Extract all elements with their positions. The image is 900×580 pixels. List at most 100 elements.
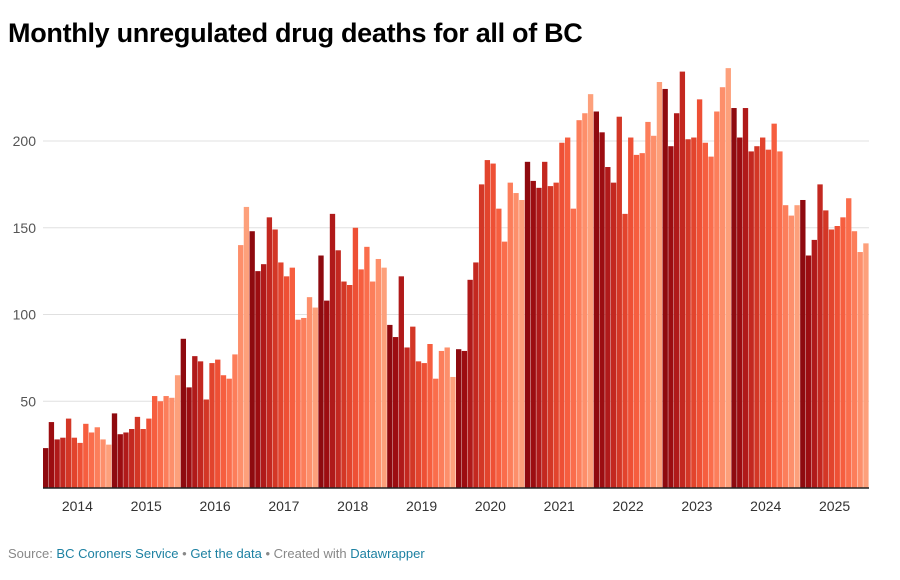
bar-2019-11 [444,347,450,488]
bar-2020-11 [513,193,519,489]
bar-2021-1 [524,161,531,488]
bar-2025-9 [846,198,852,488]
bar-2024-11 [788,215,795,488]
bar-2015-6 [140,429,146,488]
bar-2017-1 [249,231,255,488]
bar-2021-11 [582,113,588,489]
bar-2022-12 [656,82,663,488]
bar-2017-11 [306,297,313,488]
bar-2022-3 [605,167,611,488]
bar-2020-5 [478,184,485,489]
bar-2019-6 [415,361,422,489]
bar-2025-4 [817,184,823,489]
chart-title: Monthly unregulated drug deaths for all … [8,18,583,48]
get-data-link[interactable]: Get the data [190,546,262,561]
bar-2014-1 [43,448,49,489]
x-tick-label: 2014 [62,498,93,514]
bar-2017-2 [255,271,261,489]
bar-2025-8 [840,217,846,488]
bar-2024-8 [771,123,777,489]
x-tick-label: 2025 [819,498,850,514]
bar-2017-4 [266,217,273,488]
bar-2019-5 [410,326,416,488]
bar-2021-7 [559,142,565,489]
x-tick-label: 2015 [131,498,162,514]
bar-2023-11 [719,87,726,489]
bar-2015-1 [111,413,118,488]
x-tick-label: 2020 [475,498,506,514]
bar-2025-3 [811,239,817,488]
bar-2020-12 [519,199,525,489]
bar-2025-7 [834,226,840,488]
bar-2023-3 [673,113,680,489]
bar-2014-11 [100,439,106,488]
bar-2022-8 [633,154,640,488]
bar-2024-4 [748,151,754,488]
bar-2014-5 [65,418,72,488]
bar-2020-6 [484,160,491,488]
bar-2022-1 [593,111,600,488]
bar-2015-12 [174,375,181,489]
bar-2020-2 [461,350,468,488]
datawrapper-link[interactable]: Datawrapper [350,546,425,561]
bar-2018-8 [358,269,364,488]
x-tick-label: 2023 [681,498,712,514]
bar-2025-6 [828,229,835,489]
bar-2022-6 [622,213,628,488]
bar-2024-1 [731,108,737,488]
bar-2018-12 [381,267,387,488]
bar-2021-12 [587,94,594,489]
x-tick-label: 2019 [406,498,437,514]
bar-2022-11 [651,135,657,489]
bar-2016-1 [180,338,187,488]
bar-2018-9 [364,246,370,488]
bar-2025-12 [863,243,869,488]
bar-2015-5 [134,416,141,489]
bar-2023-5 [685,139,691,488]
bar-2023-1 [662,88,668,488]
bar-2017-9 [295,319,301,488]
bar-2015-9 [157,401,164,488]
y-tick-label: 100 [13,307,37,323]
bar-2014-8 [83,423,89,489]
bar-2024-6 [760,137,766,488]
bar-2015-10 [163,396,169,488]
source-label: Source: [8,546,57,561]
bar-2017-8 [289,267,295,488]
bar-2024-12 [794,205,800,488]
bar-2024-9 [777,151,783,488]
bar-2016-9 [226,378,232,488]
bar-2016-6 [209,363,215,488]
bar-2020-3 [467,279,473,488]
bar-2016-5 [203,399,209,488]
bar-2016-12 [243,206,250,488]
bar-2021-9 [570,208,577,488]
bar-2015-2 [117,434,123,488]
bar-2016-10 [232,354,238,488]
x-tick-label: 2024 [750,498,781,514]
bar-2021-3 [536,187,542,488]
bar-2023-10 [714,111,720,488]
bar-2018-7 [352,227,359,488]
bar-2016-7 [215,359,221,488]
x-tick-label: 2021 [544,498,575,514]
bar-2015-11 [169,397,175,488]
bar-2016-3 [192,356,198,488]
bar-2018-3 [329,213,336,488]
x-tick-label: 2016 [200,498,231,514]
bar-2023-12 [725,68,731,488]
bar-2018-5 [341,281,347,488]
bar-2018-1 [318,255,324,488]
bar-2025-10 [851,231,858,488]
bar-2015-7 [146,418,152,488]
bar-2023-6 [691,137,697,488]
bar-2022-10 [645,121,651,488]
source-link[interactable]: BC Coroners Service [56,546,179,561]
bar-2025-1 [800,199,806,489]
bar-2020-8 [496,208,502,488]
bar-2022-7 [628,137,634,488]
y-tick-label: 200 [13,133,37,149]
bar-2021-8 [564,137,571,488]
bar-2017-10 [301,317,307,488]
bar-2021-4 [542,161,548,488]
